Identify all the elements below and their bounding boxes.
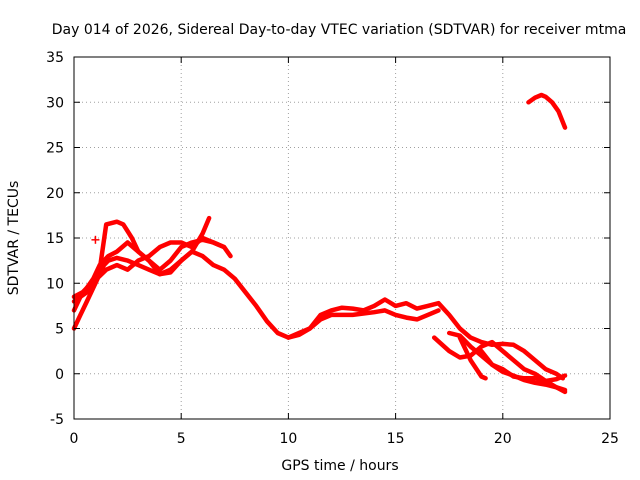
- series-track-10: [526, 92, 568, 130]
- grid-lines: [74, 57, 610, 419]
- x-tick-label: 0: [70, 431, 79, 447]
- series-track-9: [479, 348, 568, 393]
- outlier-point: [91, 235, 100, 244]
- y-tick-label: 25: [46, 141, 64, 157]
- series-track-1: [71, 249, 441, 340]
- series-track-5: [286, 297, 566, 381]
- series-track-4: [71, 235, 227, 300]
- y-tick-label: 0: [55, 367, 64, 383]
- series-track-8: [457, 335, 488, 381]
- x-tick-label: 20: [494, 431, 512, 447]
- x-tick-label: 5: [177, 431, 186, 447]
- y-tick-label: 15: [46, 231, 64, 247]
- y-tick-label: 5: [55, 322, 64, 338]
- x-axis-label: GPS time / hours: [281, 458, 398, 474]
- chart-title: Day 014 of 2026, Sidereal Day-to-day VTE…: [52, 22, 627, 38]
- x-tick-label: 25: [601, 431, 619, 447]
- y-tick-label: -5: [50, 412, 64, 428]
- axis-ticks: 0 5 10 15 20 25 -5 0 5 10 15 20 25 30 35: [46, 50, 619, 447]
- plot-area: [71, 92, 568, 395]
- y-tick-label: 10: [46, 276, 64, 292]
- y-tick-label: 35: [46, 50, 64, 66]
- y-tick-label: 30: [46, 95, 64, 111]
- y-axis-label: SDTVAR / TECUs: [6, 181, 22, 296]
- x-tick-label: 10: [279, 431, 297, 447]
- x-tick-label: 15: [387, 431, 405, 447]
- y-tick-label: 20: [46, 186, 64, 202]
